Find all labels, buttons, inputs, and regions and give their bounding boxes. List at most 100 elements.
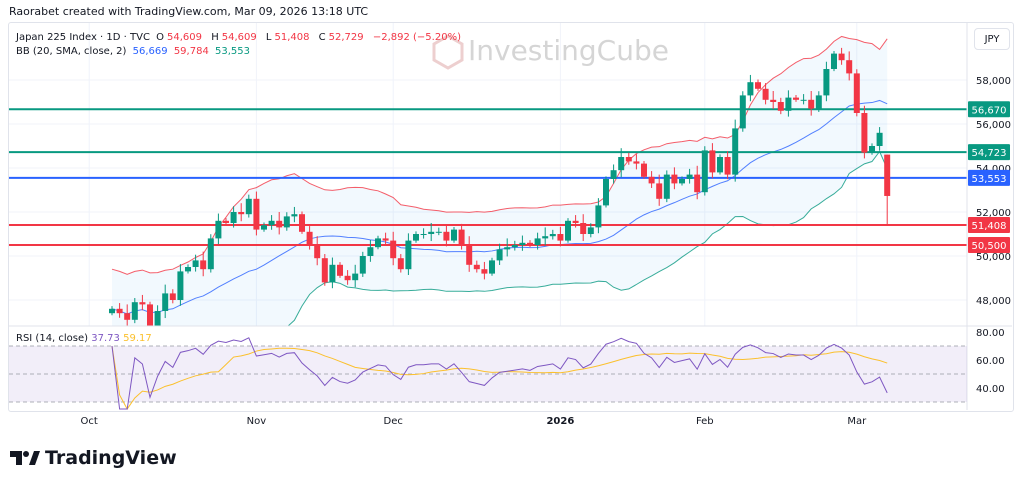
candle-body xyxy=(595,205,602,228)
price-level-badge xyxy=(968,217,1010,234)
candle xyxy=(428,223,435,242)
main-pane: InvestingCube xyxy=(9,23,967,326)
candle xyxy=(420,228,427,239)
candle-body xyxy=(610,170,617,179)
candle-body xyxy=(283,216,290,228)
candle xyxy=(185,264,191,274)
open-value: 54,609 xyxy=(167,32,202,43)
candle-body xyxy=(443,231,450,241)
time-axis-label: Dec xyxy=(384,416,403,427)
candle xyxy=(109,306,115,316)
candle-body xyxy=(169,293,176,300)
price-level-label: 51,408 xyxy=(972,221,1007,232)
candle xyxy=(268,215,275,230)
candle xyxy=(747,74,754,102)
chart-credit: Raorabet created with TradingView.com, M… xyxy=(9,5,369,18)
candle-body xyxy=(709,150,716,173)
candle xyxy=(314,236,321,266)
candle xyxy=(458,223,465,250)
candle xyxy=(770,91,777,110)
candle xyxy=(169,289,176,304)
candle-body xyxy=(230,212,237,223)
candle xyxy=(276,212,283,235)
candle-body xyxy=(884,154,891,196)
symbol-legend: Japan 225 Index · 1D · TVC O 54,609 H 54,6… xyxy=(16,31,464,59)
candle xyxy=(200,251,207,277)
candle-body xyxy=(352,273,359,281)
tradingview-logo[interactable]: TradingView xyxy=(10,447,177,469)
bb-fill xyxy=(112,36,888,326)
candle-body xyxy=(755,82,761,89)
candle-body xyxy=(291,214,298,217)
candle-body xyxy=(785,97,792,111)
candle-body xyxy=(724,157,731,175)
candle xyxy=(565,218,571,243)
price-tick-label: 56,000 xyxy=(976,120,1011,131)
candle-body xyxy=(109,308,115,314)
candle-body xyxy=(337,264,343,276)
watermark-text: InvestingCube xyxy=(468,34,669,67)
candle-body xyxy=(572,220,579,223)
candle-body xyxy=(739,95,746,129)
candle-body xyxy=(489,260,495,274)
candle-body xyxy=(253,198,260,230)
candle xyxy=(831,50,837,72)
candle-body xyxy=(815,95,822,109)
time-axis-label: Nov xyxy=(247,416,267,427)
candle xyxy=(207,234,214,273)
bb-upper-line xyxy=(111,35,888,275)
candle-body xyxy=(268,220,275,226)
candle-body xyxy=(641,163,647,177)
candle xyxy=(367,239,374,262)
candle-body xyxy=(147,304,153,326)
rsi-line xyxy=(111,337,888,410)
candle xyxy=(823,61,830,102)
candle-body xyxy=(625,157,632,162)
candle-body xyxy=(671,174,678,184)
candle-body xyxy=(192,260,199,267)
candle-body xyxy=(397,258,404,270)
candle-body xyxy=(831,53,837,69)
candle xyxy=(299,211,305,234)
candle-body xyxy=(869,146,875,153)
candle xyxy=(283,212,290,231)
candle xyxy=(618,148,625,178)
candle-body xyxy=(299,214,305,232)
candle xyxy=(215,213,222,245)
chart-panel[interactable] xyxy=(8,22,1014,412)
candle-body xyxy=(306,231,313,245)
candle xyxy=(230,206,237,228)
candle-body xyxy=(694,174,701,193)
candle xyxy=(603,176,609,208)
bb-label[interactable]: BB (20, SMA, close, 2) xyxy=(16,46,127,57)
candle xyxy=(321,254,328,286)
candle xyxy=(656,174,663,206)
candle-body xyxy=(200,260,207,270)
symbol-name[interactable]: Japan 225 Index · 1D · TVC xyxy=(16,32,150,43)
candle-body xyxy=(853,73,860,113)
candle xyxy=(648,171,655,188)
candle xyxy=(511,240,518,251)
rsi-label[interactable]: RSI (14, close) xyxy=(16,333,89,344)
candle-body xyxy=(162,293,169,311)
candle-body xyxy=(496,249,503,261)
candle-body xyxy=(245,198,252,215)
candle-body xyxy=(823,69,830,96)
candle xyxy=(633,154,640,170)
candle xyxy=(352,264,359,288)
high-value: 54,609 xyxy=(221,32,257,43)
candle xyxy=(390,231,397,266)
candle-body xyxy=(207,238,214,270)
bb-basis-value: 56,669 xyxy=(132,46,168,57)
bb-upper-value: 59,784 xyxy=(173,46,209,57)
bb-lower-line xyxy=(287,150,888,326)
candle xyxy=(853,69,860,117)
candle-body xyxy=(420,234,427,235)
candle-body xyxy=(382,238,389,241)
price-tick-label: 58,000 xyxy=(976,76,1011,87)
candle xyxy=(405,233,412,276)
currency-button[interactable]: JPY xyxy=(974,28,1010,50)
candle-body xyxy=(375,238,381,248)
candle xyxy=(884,154,891,226)
